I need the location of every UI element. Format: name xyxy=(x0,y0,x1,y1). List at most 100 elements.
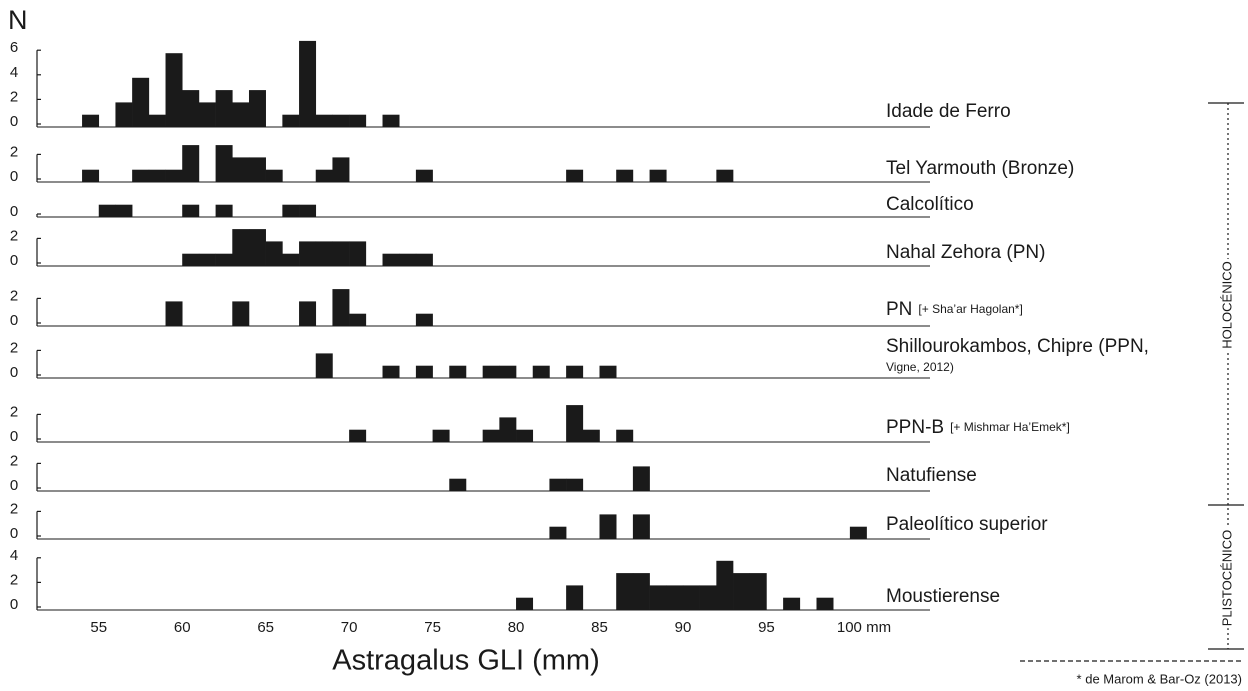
bar xyxy=(182,204,200,217)
bar xyxy=(265,241,283,266)
x-tick-label: 85 xyxy=(591,619,608,636)
bar xyxy=(682,585,700,610)
bar xyxy=(282,204,300,217)
bar xyxy=(549,526,567,539)
panel-name: Moustierense xyxy=(886,586,1000,607)
bar xyxy=(182,90,200,127)
y-tick-label: 2 xyxy=(10,287,18,304)
bar xyxy=(382,365,400,378)
bar xyxy=(449,365,467,378)
panel-name: Paleolítico superior xyxy=(886,514,1048,535)
y-tick-label: 0 xyxy=(10,113,18,130)
bar xyxy=(449,478,467,491)
panel-label: Paleolítico superior xyxy=(886,514,1048,535)
panel-label: Nahal Zehora (PN) xyxy=(886,242,1045,263)
y-tick-label: 2 xyxy=(10,403,18,420)
bar xyxy=(315,169,333,182)
panel-label: Idade de Ferro xyxy=(886,101,1011,122)
bar xyxy=(332,241,350,266)
panel-name: Calcolítico xyxy=(886,194,974,215)
bar xyxy=(215,204,233,217)
panel-label: PPN-B [+ Mishmar Ha’Emek*] xyxy=(886,417,1070,438)
panel-name: Nahal Zehora (PN) xyxy=(886,242,1045,263)
bar xyxy=(349,114,367,127)
panel-name: Idade de Ferro xyxy=(886,101,1011,122)
bar xyxy=(315,241,333,266)
y-tick-label: 0 xyxy=(10,477,18,494)
panel-note: Vigne, 2012) xyxy=(886,360,954,374)
bar xyxy=(182,253,200,266)
y-tick-label: 0 xyxy=(10,525,18,542)
bar xyxy=(315,353,333,378)
bar xyxy=(232,102,250,127)
bar xyxy=(566,478,584,491)
bar xyxy=(82,169,100,182)
x-tick-label: 95 xyxy=(758,619,775,636)
panel-label: Natufiense xyxy=(886,465,977,486)
y-tick-label: 0 xyxy=(10,312,18,329)
bar xyxy=(482,365,500,378)
y-tick-label: 0 xyxy=(10,596,18,613)
bar xyxy=(516,597,534,610)
bar xyxy=(599,514,617,539)
bar xyxy=(499,365,517,378)
bar xyxy=(399,253,417,266)
bar xyxy=(332,157,350,182)
bar xyxy=(749,573,767,610)
y-tick-label: 2 xyxy=(10,452,18,469)
bar xyxy=(198,102,216,127)
bar xyxy=(415,169,433,182)
x-tick-label: 65 xyxy=(257,619,274,636)
panel-note: [+ Sha’ar Hagolan*] xyxy=(918,302,1022,316)
bar xyxy=(415,313,433,326)
bar xyxy=(215,145,233,182)
y-axis-label: N xyxy=(8,5,28,35)
panel-label: PN [+ Sha’ar Hagolan*] xyxy=(886,299,1023,320)
bar xyxy=(248,229,266,266)
bar xyxy=(332,289,350,326)
bar xyxy=(632,514,650,539)
bar xyxy=(198,253,216,266)
bar xyxy=(616,169,634,182)
bar xyxy=(566,585,584,610)
bar xyxy=(616,573,634,610)
bar xyxy=(549,478,567,491)
bar xyxy=(649,585,667,610)
bar xyxy=(165,301,183,326)
y-tick-label: 2 xyxy=(10,339,18,356)
bar xyxy=(666,585,684,610)
bar xyxy=(315,114,333,127)
bar xyxy=(215,90,233,127)
bar xyxy=(132,77,150,127)
panel-name: Natufiense xyxy=(886,465,977,486)
bar xyxy=(599,365,617,378)
panel-label: Tel Yarmouth (Bronze) xyxy=(886,158,1074,179)
bar xyxy=(232,157,250,182)
bar xyxy=(215,253,233,266)
bar xyxy=(232,301,250,326)
bar xyxy=(482,429,500,442)
bar xyxy=(582,429,600,442)
bar xyxy=(299,241,317,266)
bar xyxy=(349,429,367,442)
x-tick-label: 75 xyxy=(424,619,441,636)
bar xyxy=(299,40,317,127)
x-tick-label: 90 xyxy=(675,619,692,636)
panel-name: Tel Yarmouth (Bronze) xyxy=(886,158,1074,179)
panel-label: Calcolítico xyxy=(886,194,974,215)
bar xyxy=(566,405,584,442)
bar xyxy=(632,466,650,491)
bar xyxy=(816,597,834,610)
y-tick-label: 0 xyxy=(10,203,18,220)
y-tick-label: 0 xyxy=(10,252,18,269)
panel-name: PPN-B xyxy=(886,417,944,438)
bar xyxy=(165,169,183,182)
y-tick-label: 2 xyxy=(10,143,18,160)
x-tick-label: 55 xyxy=(90,619,107,636)
bar xyxy=(132,169,150,182)
bar xyxy=(165,53,183,128)
y-tick-label: 4 xyxy=(10,547,18,564)
bar xyxy=(299,301,317,326)
bar xyxy=(716,169,734,182)
bar xyxy=(282,114,300,127)
